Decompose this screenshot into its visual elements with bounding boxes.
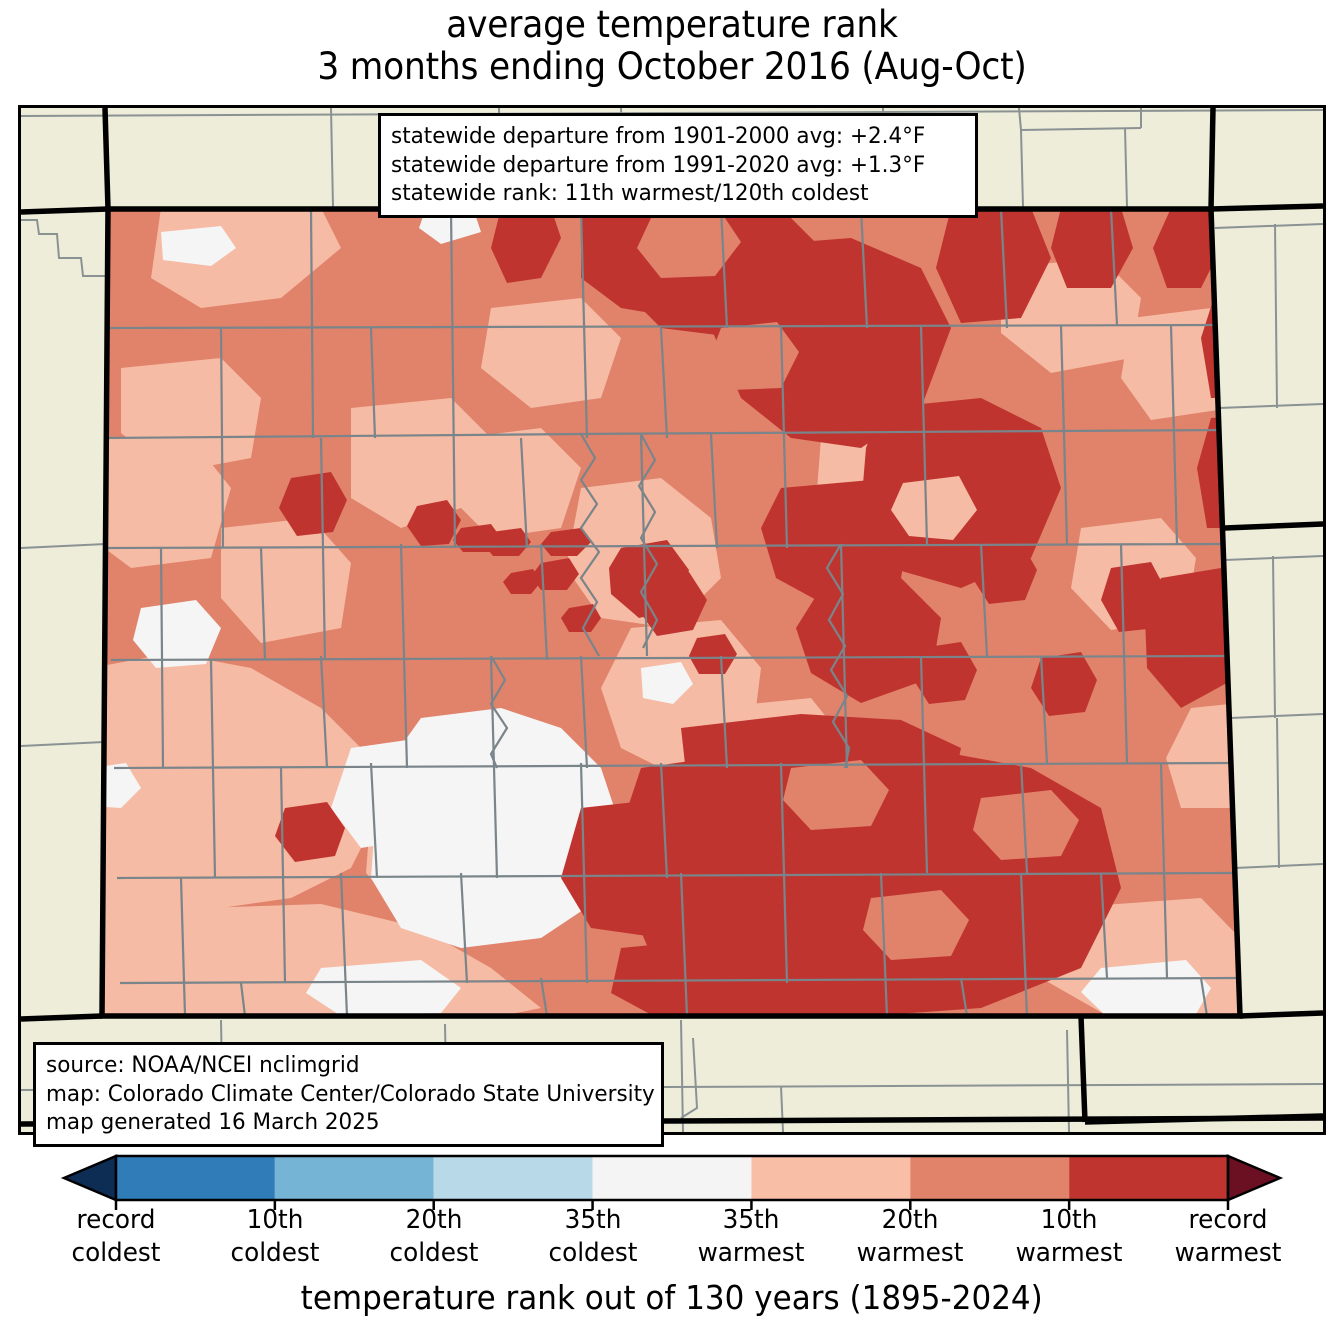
colorado-county-lines — [102, 209, 1238, 1016]
colorbar-band — [592, 1156, 752, 1200]
colorbar: record coldest 10th coldest 20th coldest 35th c… — [0, 1152, 1344, 1337]
stats-departure-1991-2020: statewide departure from 1991-2020 avg: … — [391, 151, 926, 178]
map-credit-line: map: Colorado Climate Center/Colorado St… — [46, 1080, 655, 1107]
stats-statewide-rank: statewide rank: 11th warmest/120th colde… — [391, 180, 869, 206]
colorbar-outline — [114, 1154, 1230, 1202]
colorbar-band — [751, 1156, 911, 1200]
colorbar-tick-label: 20th coldest — [389, 1205, 479, 1268]
colorbar-tick-labels: record coldest 10th coldest 20th coldest 35th c… — [0, 1204, 1344, 1280]
title-line-2: 3 months ending October 2016 (Aug-Oct) — [317, 45, 1027, 88]
colorbar-tick-label: 35th coldest — [548, 1205, 638, 1268]
colorbar-tick-label: 35th warmest — [697, 1205, 805, 1268]
colorbar-extend-low — [60, 1154, 118, 1202]
colorbar-band — [910, 1156, 1070, 1200]
colorbar-tick-label: 20th warmest — [856, 1205, 964, 1268]
colorbar-extend-high — [1226, 1154, 1284, 1202]
map-generated-line: map generated 16 March 2025 — [46, 1109, 380, 1135]
stats-departure-1901-2000: statewide departure from 1901-2000 avg: … — [391, 123, 926, 149]
colorbar-axis-title: temperature rank out of 130 years (1895-… — [300, 1278, 1044, 1317]
colorbar-gradient — [60, 1154, 1284, 1210]
rank-contour-field — [102, 209, 1240, 1016]
figure-title: average temperature rank 3 months ending… — [0, 4, 1344, 88]
colorbar-tick-label: record coldest — [71, 1205, 161, 1268]
colorbar-band — [1069, 1156, 1228, 1200]
colorbar-tick-label: record warmest — [1174, 1205, 1282, 1268]
source-credits-box: source: NOAA/NCEI nclimgrid map: Colorad… — [33, 1042, 664, 1147]
colorbar-band — [433, 1156, 593, 1200]
title-line-1: average temperature rank — [446, 3, 898, 46]
colorbar-band — [274, 1156, 434, 1200]
colorado-temperature-rank-map — [21, 108, 1323, 1132]
colorbar-tick-label: 10th warmest — [1015, 1205, 1123, 1268]
map-panel — [18, 105, 1326, 1135]
colorbar-tick-label: 10th coldest — [230, 1205, 320, 1268]
source-line: source: NOAA/NCEI nclimgrid — [46, 1052, 360, 1078]
colorbar-band — [116, 1156, 275, 1200]
statewide-stats-box: statewide departure from 1901-2000 avg: … — [378, 113, 978, 218]
